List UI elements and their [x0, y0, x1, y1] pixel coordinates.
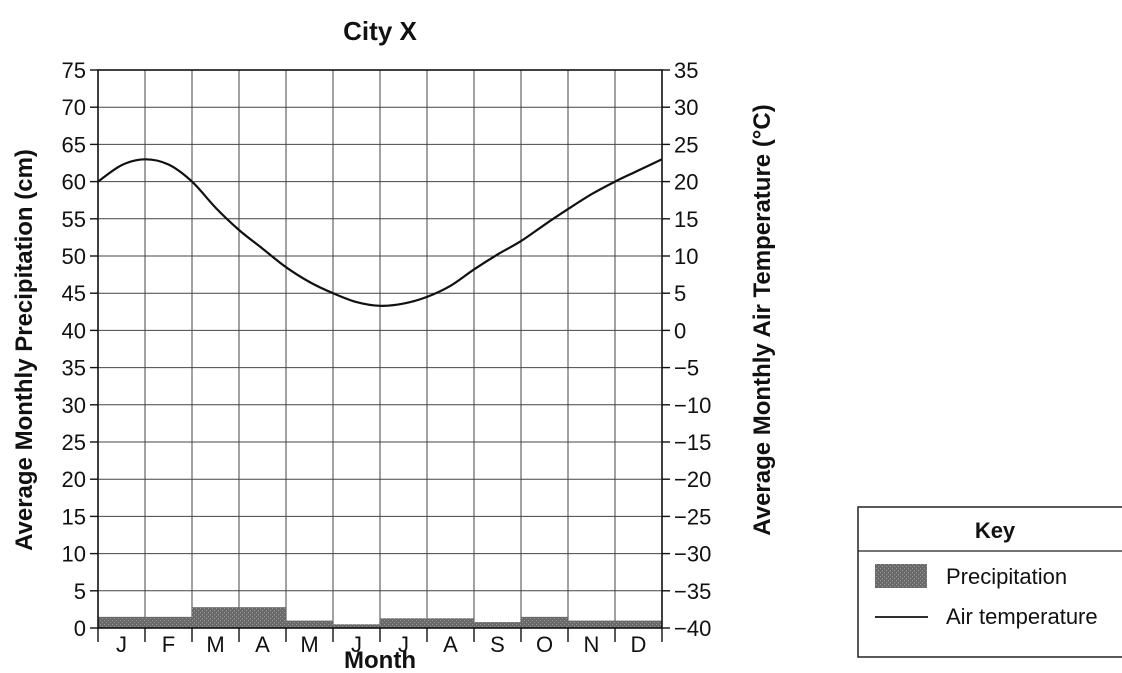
precipitation-bar — [521, 616, 568, 628]
precipitation-bar — [333, 624, 380, 628]
right-tick-label: 35 — [674, 58, 698, 83]
right-tick-label: 5 — [674, 281, 686, 306]
x-tick-label: O — [536, 632, 553, 657]
temperature-line — [97, 158, 663, 307]
right-axis-title: Average Monthly Air Temperature (°C) — [749, 104, 776, 535]
right-tick-label: 15 — [674, 207, 698, 232]
right-tick-label: 25 — [674, 132, 698, 157]
left-tick-label: 25 — [62, 430, 86, 455]
right-axis-ticks: 35 30 25 20 15 10 5 0 −5 −10 −15 −20 −25 −30 −35 −40 — [662, 58, 711, 641]
left-tick-label: 5 — [74, 579, 86, 604]
right-tick-label: 20 — [674, 170, 698, 195]
right-tick-label: −15 — [674, 430, 711, 455]
left-axis-title: Average Monthly Precipitation (cm) — [11, 149, 38, 551]
precipitation-bar — [145, 616, 192, 628]
precipitation-bar — [98, 616, 145, 628]
x-tick-label: F — [162, 632, 175, 657]
temperature-series — [97, 158, 663, 307]
x-tick-label: S — [490, 632, 505, 657]
right-tick-label: −40 — [674, 616, 711, 641]
x-tick-label: A — [255, 632, 270, 657]
right-tick-label: 30 — [674, 95, 698, 120]
right-tick-label: −30 — [674, 542, 711, 567]
legend-precipitation-label: Precipitation — [946, 564, 1067, 589]
precipitation-bar — [568, 620, 615, 628]
right-tick-label: −10 — [674, 393, 711, 418]
precipitation-bars — [98, 607, 662, 628]
legend-precipitation-swatch — [875, 564, 927, 588]
grid — [97, 69, 663, 629]
left-tick-label: 55 — [62, 207, 86, 232]
precipitation-bar — [474, 622, 521, 628]
right-tick-label: −5 — [674, 356, 699, 381]
x-tick-label: J — [398, 632, 409, 657]
right-tick-label: 0 — [674, 318, 686, 343]
left-tick-label: 40 — [62, 318, 86, 343]
precipitation-bar — [380, 618, 427, 628]
x-tick-label: M — [206, 632, 224, 657]
left-tick-label: 10 — [62, 542, 86, 567]
legend: Key Precipitation Air temperature — [857, 506, 1122, 658]
x-tick-label: A — [443, 632, 458, 657]
left-axis-ticks: 0 5 10 15 20 25 30 35 40 45 50 55 60 65 70 75 — [62, 58, 98, 641]
right-tick-label: −25 — [674, 504, 711, 529]
precipitation-bar — [615, 620, 662, 628]
left-tick-label: 65 — [62, 132, 86, 157]
precipitation-bar — [427, 618, 474, 628]
precipitation-bar — [192, 607, 239, 628]
precipitation-bar — [239, 607, 286, 628]
left-tick-label: 0 — [74, 616, 86, 641]
legend-title: Key — [975, 518, 1016, 543]
right-tick-label: −35 — [674, 579, 711, 604]
left-tick-label: 50 — [62, 244, 86, 269]
left-tick-label: 35 — [62, 356, 86, 381]
left-tick-label: 15 — [62, 504, 86, 529]
x-axis-title: Month — [344, 647, 416, 673]
x-tick-label: J — [351, 632, 362, 657]
x-tick-label: M — [300, 632, 318, 657]
left-tick-label: 45 — [62, 281, 86, 306]
right-tick-label: −20 — [674, 467, 711, 492]
x-tick-label: J — [116, 632, 127, 657]
x-tick-label: D — [631, 632, 647, 657]
right-tick-label: 10 — [674, 244, 698, 269]
left-tick-label: 75 — [62, 58, 86, 83]
left-tick-label: 60 — [62, 170, 86, 195]
precipitation-bar — [286, 620, 333, 628]
x-tick-label: N — [584, 632, 600, 657]
legend-box — [857, 506, 1122, 658]
legend-temperature-label: Air temperature — [946, 604, 1098, 629]
chart-title: City X — [343, 16, 417, 46]
left-tick-label: 20 — [62, 467, 86, 492]
left-tick-label: 70 — [62, 95, 86, 120]
left-tick-label: 30 — [62, 393, 86, 418]
